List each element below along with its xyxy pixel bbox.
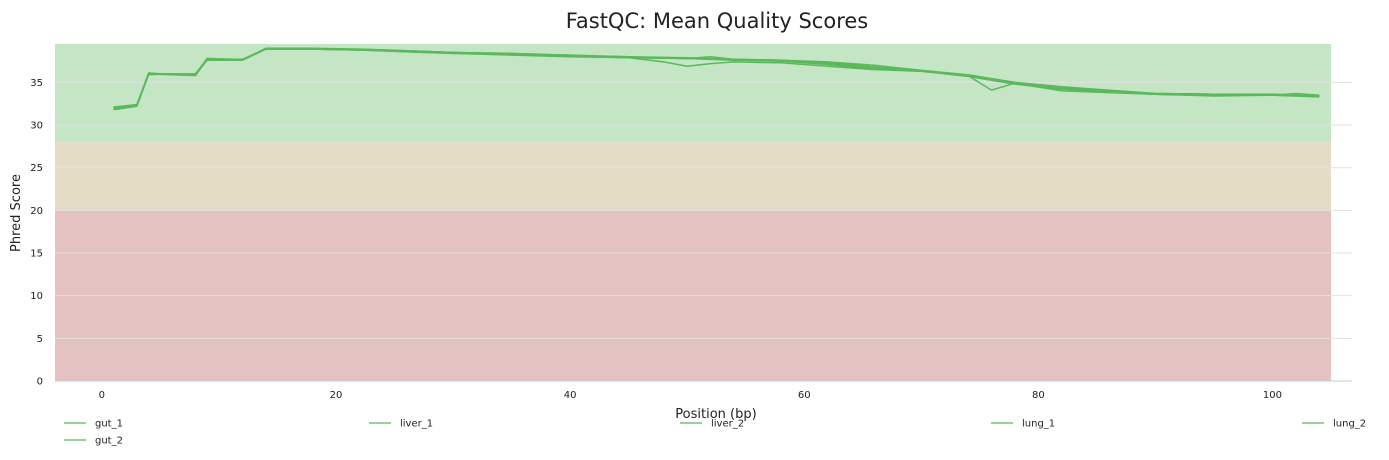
y-tick-label: 0 <box>37 377 43 388</box>
legend-label: gut_1 <box>95 419 123 430</box>
x-axis: 0 20 40 60 80 100 <box>99 390 1282 401</box>
x-tick-label: 0 <box>99 390 105 401</box>
y-axis: 0 5 10 15 20 25 30 35 <box>30 78 43 388</box>
quality-bands <box>55 44 1331 381</box>
series-line-lung_2 <box>113 48 1320 108</box>
x-tick-label: 80 <box>1032 390 1045 401</box>
legend: gut_1 gut_2 liver_1 liver_2 lung_1 lung_2 <box>64 419 1366 447</box>
y-tick-label: 20 <box>30 206 43 217</box>
y-tick-label: 10 <box>30 291 43 302</box>
chart-title: FastQC: Mean Quality Scores <box>566 9 869 33</box>
y-axis-title: Phred Score <box>9 174 24 252</box>
y-tick-label: 30 <box>30 121 43 132</box>
x-tick-label: 40 <box>564 390 577 401</box>
y-tick-label: 35 <box>30 78 43 89</box>
grid-lines <box>55 81 1352 382</box>
y-tick-label: 25 <box>30 163 43 174</box>
legend-label: liver_1 <box>400 419 433 430</box>
x-tick-label: 100 <box>1263 390 1282 401</box>
series-lines <box>113 47 1320 111</box>
x-axis-title: Position (bp) <box>675 407 756 422</box>
legend-label: lung_1 <box>1022 419 1055 430</box>
legend-label: lung_2 <box>1333 419 1366 430</box>
legend-label: gut_2 <box>95 436 123 447</box>
y-tick-label: 15 <box>30 249 43 260</box>
x-tick-label: 60 <box>798 390 811 401</box>
x-tick-label: 20 <box>330 390 343 401</box>
quality-band-1 <box>55 142 1331 211</box>
legend-label: liver_2 <box>711 419 744 430</box>
y-tick-label: 5 <box>37 334 43 345</box>
